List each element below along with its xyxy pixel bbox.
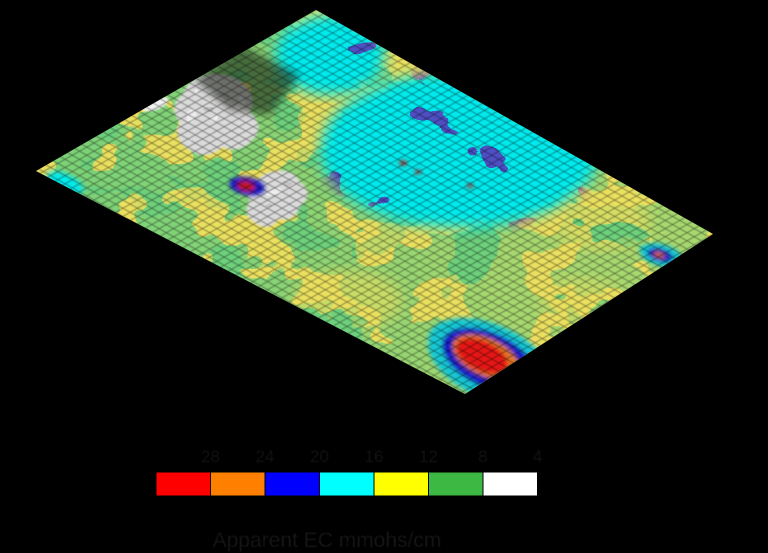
svg-text:12: 12 [419,447,438,466]
svg-text:Apparent EC mmohs/cm: Apparent EC mmohs/cm [213,529,442,552]
svg-text:8: 8 [478,447,487,466]
svg-text:4: 4 [533,447,542,466]
svg-text:28: 28 [201,447,220,466]
svg-text:16: 16 [365,447,384,466]
svg-text:24: 24 [256,447,275,466]
svg-text:20: 20 [310,447,329,466]
